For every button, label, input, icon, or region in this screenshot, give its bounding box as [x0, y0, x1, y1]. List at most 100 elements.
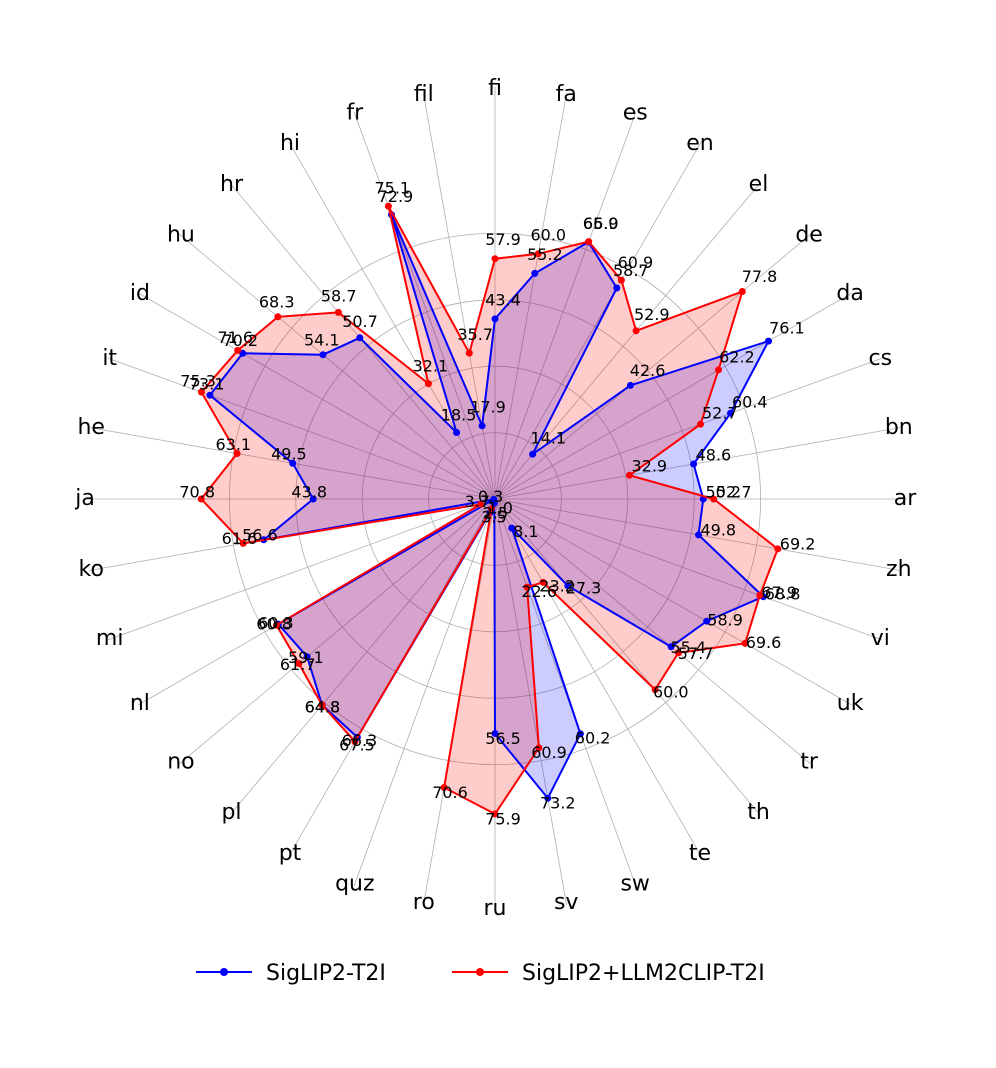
- category-label-bn: bn: [885, 415, 913, 440]
- series-1-value-da: 76.1: [769, 319, 805, 338]
- series-2-point-no: [295, 660, 303, 668]
- category-label-ar: ar: [894, 486, 917, 511]
- series-1-value-id: 70.2: [222, 331, 258, 350]
- series-1-value-el: 14.1: [530, 429, 566, 448]
- series-2-point-vi: [756, 591, 764, 599]
- category-label-te: te: [689, 841, 711, 866]
- series-2-value-fi: 57.9: [485, 230, 521, 249]
- category-label-hi: hi: [280, 131, 300, 156]
- spoke-sw: [494, 498, 637, 887]
- series-2-value-ro: 70.6: [432, 783, 468, 802]
- spoke-el: [494, 183, 761, 500]
- series-2-point-id: [234, 346, 242, 354]
- category-label-ko: ko: [78, 557, 103, 582]
- category-label-pl: pl: [221, 800, 241, 825]
- category-label-nl: nl: [130, 691, 150, 716]
- series-2-value-da: 62.2: [719, 347, 755, 366]
- series-1-point-de: [626, 381, 634, 389]
- series-1-value-th: 27.3: [566, 579, 602, 598]
- category-label-fr: fr: [346, 101, 364, 126]
- category-label-uk: uk: [837, 691, 864, 716]
- series-2-value-pt: 67.5: [339, 736, 375, 755]
- series-1-value-ro: 1.0: [487, 498, 512, 517]
- series-1-value-de: 42.6: [630, 361, 666, 380]
- series-2-value-fa: 60.0: [530, 226, 566, 245]
- series-1-point-ru: [491, 730, 499, 737]
- series-2-value-quz: 2.5: [483, 504, 508, 523]
- spoke-fil: [423, 93, 496, 500]
- series-1-point-hr: [356, 334, 364, 342]
- series-2-value-th: 60.0: [653, 682, 689, 701]
- series-1-point-sw: [576, 730, 584, 738]
- series-1-point-tr: [667, 643, 675, 651]
- series-2-point-zh: [774, 545, 782, 553]
- series-2-value-ar: 52.7: [716, 483, 752, 502]
- series-2-point-el: [632, 327, 640, 335]
- series-2-value-fil: 35.7: [457, 325, 493, 344]
- legend-marker-series-1: [220, 968, 228, 976]
- category-label-fil: fil: [414, 82, 434, 107]
- category-label-ro: ro: [413, 890, 435, 915]
- series-1-value-ru: 56.5: [485, 729, 521, 748]
- series-1-value-ja: 43.8: [291, 483, 327, 502]
- category-label-ja: ja: [74, 486, 95, 511]
- series-1-point-te: [508, 524, 516, 532]
- category-label-mi: mi: [96, 626, 124, 651]
- category-label-it: it: [102, 346, 117, 371]
- series-2-point-de: [738, 288, 746, 295]
- series-2-point-th: [651, 686, 659, 694]
- series-2-point-fil: [465, 349, 473, 357]
- series-1-point-el: [529, 450, 537, 458]
- category-label-hr: hr: [220, 172, 244, 197]
- legend-item-series-1: SigLIP2-T2I: [196, 961, 386, 986]
- spoke-id: [137, 292, 496, 500]
- series-2-point-it: [197, 388, 205, 396]
- category-label-fi: fi: [488, 76, 502, 101]
- series-1-value-fil: 17.9: [470, 398, 506, 417]
- legend-marker-series-2: [476, 968, 484, 976]
- series-1-value-hr: 50.7: [342, 312, 378, 331]
- series-2-value-no: 61.7: [280, 655, 316, 674]
- spoke-fa: [494, 93, 567, 500]
- series-2-point-ko: [239, 539, 247, 547]
- series-2-point-pl: [318, 701, 326, 709]
- category-label-th: th: [747, 800, 770, 825]
- series-2-point-sv: [535, 744, 543, 752]
- spoke-fr: [353, 111, 496, 500]
- series-1-value-pl: 64.8: [305, 698, 341, 717]
- series-1-value-fi: 43.4: [485, 290, 521, 309]
- series-2-point-fr: [384, 202, 392, 210]
- series-2-point-bn: [626, 471, 633, 479]
- category-label-cs: cs: [869, 346, 893, 371]
- legend-item-series-2: SigLIP2+LLM2CLIP-T2I: [452, 961, 765, 986]
- spoke-hu: [179, 233, 496, 500]
- series-1-value-it: 73.1: [189, 375, 225, 394]
- category-label-tr: tr: [800, 750, 819, 775]
- series-2-value-hi: 32.1: [413, 357, 449, 376]
- series-1-value-cs: 60.4: [732, 393, 768, 412]
- series-1-value-fa: 55.2: [527, 245, 563, 264]
- spoke-es: [494, 111, 637, 500]
- series-1-value-sv: 73.2: [540, 794, 576, 813]
- series-1-point-fil: [478, 422, 486, 430]
- series-1-value-hu: 54.1: [304, 331, 340, 350]
- series-1-value-es: 65.9: [583, 214, 619, 233]
- category-label-he: he: [77, 415, 104, 440]
- series-1-value-he: 49.5: [271, 445, 307, 464]
- series-2-point-uk: [741, 639, 749, 647]
- spoke-bn: [494, 427, 901, 500]
- series-2-point-es: [585, 238, 593, 246]
- series-2-value-mi: 3.7: [465, 492, 490, 511]
- series-1-point-bn: [690, 460, 698, 468]
- category-label-zh: zh: [886, 557, 912, 582]
- series-2-point-ar: [710, 495, 718, 503]
- spoke-tr: [494, 498, 811, 765]
- series-1-point-fi: [491, 315, 499, 323]
- series-1-point-it: [206, 391, 214, 399]
- spoke-mi: [107, 498, 496, 641]
- spoke-cs: [494, 357, 883, 500]
- series-2-value-fr: 75.1: [374, 178, 410, 197]
- spoke-da: [494, 292, 853, 500]
- series-1-point-no: [303, 653, 311, 661]
